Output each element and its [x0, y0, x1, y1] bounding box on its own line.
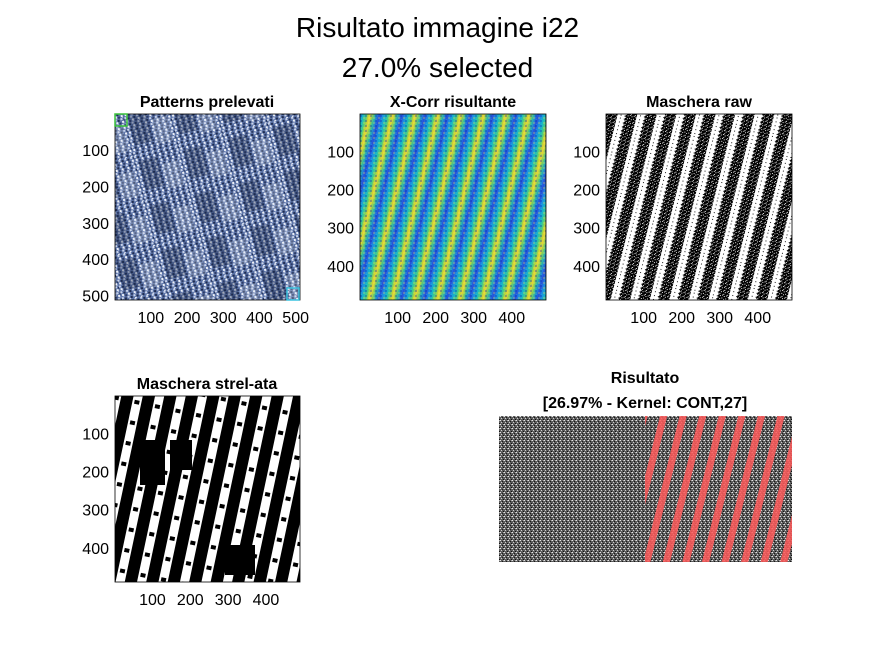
- selected-overlay: [645, 416, 792, 562]
- x-tick-label: 200: [177, 592, 204, 609]
- x-tick-label: 300: [706, 310, 733, 327]
- x-tick-label: 200: [174, 310, 201, 327]
- y-tick-label: 200: [327, 183, 354, 200]
- sample-marker: [286, 287, 300, 301]
- x-tick-label: 200: [668, 310, 695, 327]
- y-tick-label: 400: [573, 259, 600, 276]
- figure-subtitle: 27.0% selected: [341, 52, 534, 83]
- panel-maschera-raw: Maschera raw 100 200 300 400 100 200 300 400: [573, 94, 793, 327]
- x-tick-label: 500: [282, 310, 309, 327]
- y-tick-label: 400: [82, 541, 109, 558]
- panel-title: Maschera strel-ata: [137, 376, 278, 393]
- x-tick-label: 100: [630, 310, 657, 327]
- x-tick-label: 200: [422, 310, 449, 327]
- image-area: [115, 396, 300, 582]
- panel-title: Maschera raw: [646, 94, 752, 111]
- y-tick-label: 300: [573, 221, 600, 238]
- axes-box: [114, 113, 301, 301]
- y-tick-label: 200: [82, 179, 109, 196]
- x-tick-label: 400: [498, 310, 525, 327]
- x-tick-label: 300: [215, 592, 242, 609]
- panel-title: Patterns prelevati: [140, 94, 274, 111]
- x-tick-label: 400: [246, 310, 273, 327]
- blob: [170, 440, 192, 470]
- panel-title: X-Corr risultante: [390, 94, 516, 111]
- x-tick-label: 300: [460, 310, 487, 327]
- axes-box: [605, 113, 793, 301]
- panel-patterns-prelevati: Patterns prelevati 100 200 300 400 500 100 200…: [82, 94, 309, 327]
- figure-title: Risultato immagine i22: [295, 12, 580, 43]
- y-tick-label: 100: [82, 427, 109, 444]
- x-tick-label: 400: [253, 592, 280, 609]
- image-area: [115, 114, 300, 300]
- y-tick-label: 100: [573, 145, 600, 162]
- y-tick-label: 300: [82, 503, 109, 520]
- image-area: [606, 114, 792, 300]
- y-tick-label: 100: [82, 143, 109, 160]
- sample-marker: [114, 113, 128, 127]
- y-tick-label: 400: [82, 252, 109, 269]
- y-tick-label: 500: [82, 289, 109, 306]
- blob: [140, 440, 165, 485]
- axes-box: [114, 395, 301, 583]
- panel-maschera-strel: Maschera strel-ata 100 200 300 400 100 200 300…: [82, 376, 301, 609]
- blob: [225, 545, 255, 575]
- y-tick-label: 200: [573, 183, 600, 200]
- panel-title: Risultato: [611, 370, 680, 387]
- panel-subtitle: [26.97% - Kernel: CONT,27]: [543, 395, 748, 412]
- y-tick-label: 300: [82, 216, 109, 233]
- y-tick-label: 100: [327, 145, 354, 162]
- x-tick-label: 100: [137, 310, 164, 327]
- y-tick-label: 200: [82, 465, 109, 482]
- panel-xcorr: X-Corr risultante 100 200 300 400 100 200 300 4…: [327, 94, 547, 327]
- axes-box: [359, 113, 547, 301]
- y-tick-label: 400: [327, 259, 354, 276]
- panel-risultato: Risultato [26.97% - Kernel: CONT,27]: [499, 370, 792, 562]
- x-tick-label: 100: [384, 310, 411, 327]
- y-tick-label: 300: [327, 221, 354, 238]
- x-tick-label: 300: [210, 310, 237, 327]
- x-tick-label: 100: [139, 592, 166, 609]
- x-tick-label: 400: [744, 310, 771, 327]
